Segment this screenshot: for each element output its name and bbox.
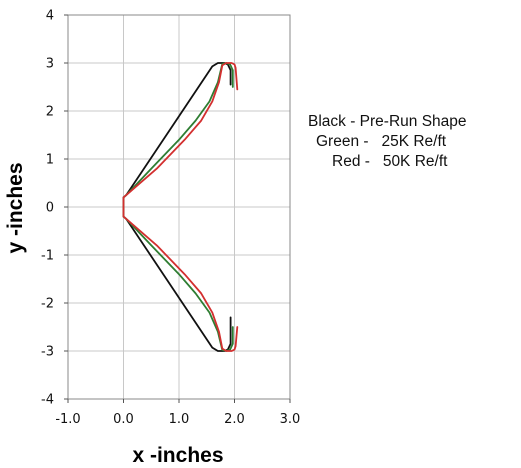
legend-entry-green: Green - 25K Re/ft (316, 133, 447, 150)
series-line-red (122, 62, 239, 352)
x-axis-label: x -inches (132, 444, 223, 467)
grid (64, 14, 291, 403)
y-tick-label: 2 (46, 105, 54, 120)
x-tick-label: -1.0 (55, 412, 80, 427)
y-tick-label: 0 (46, 201, 54, 216)
series-lines (122, 62, 239, 352)
y-tick-label: -3 (41, 345, 54, 360)
y-axis-label: y -inches (4, 162, 27, 253)
y-tick-label: 4 (46, 9, 54, 24)
x-tick-label: 1.0 (169, 412, 190, 427)
x-tick-label: 3.0 (280, 412, 301, 427)
tick-labels: 4 3 2 1 0 -1 -2 -3 -4-1.0 0.0 1.0 2.0 3.0 (41, 9, 300, 428)
y-tick-label: 1 (46, 153, 54, 168)
y-tick-label: 3 (46, 57, 54, 72)
y-tick-label: -2 (41, 297, 54, 312)
x-tick-label: 0.0 (113, 412, 134, 427)
legend: Black - Pre-Run Shape Green - 25K Re/ft … (308, 112, 467, 172)
x-tick-label: 2.0 (224, 412, 245, 427)
legend-entry-black: Black - Pre-Run Shape (308, 113, 467, 130)
legend-entry-red: Red - 50K Re/ft (332, 153, 448, 170)
y-tick-label: -1 (41, 249, 54, 264)
y-tick-label: -4 (41, 393, 54, 408)
